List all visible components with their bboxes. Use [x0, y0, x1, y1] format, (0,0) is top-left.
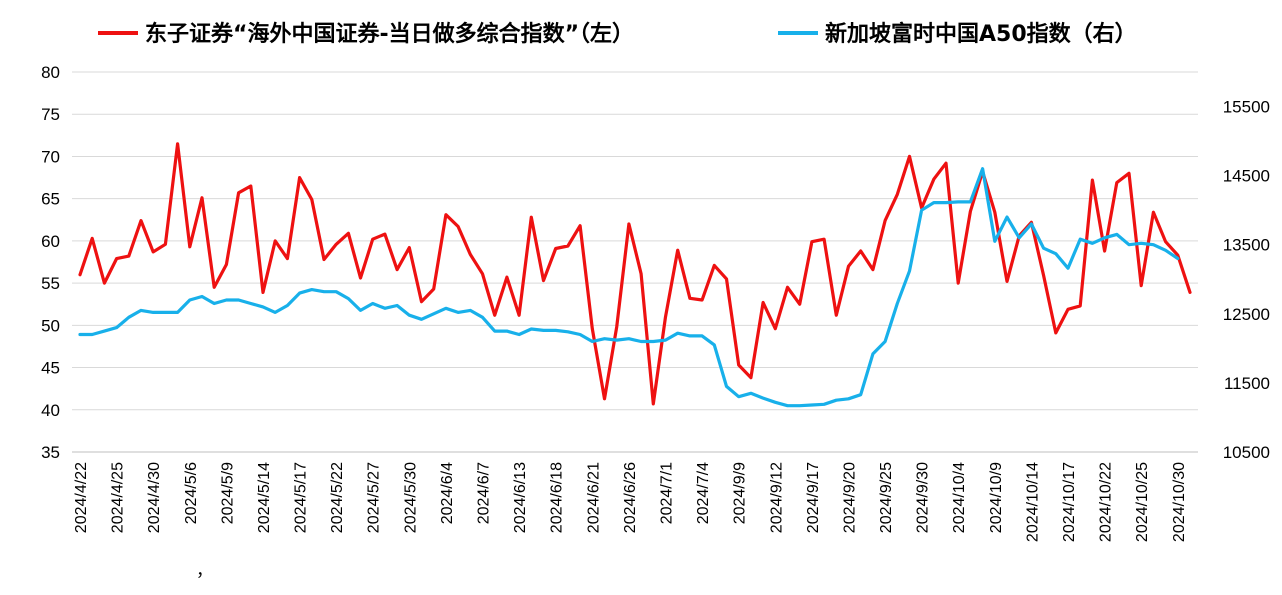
x-tick-label: 2024/9/30: [915, 462, 932, 533]
x-tick-label: 2024/6/13: [512, 462, 529, 533]
legend-label-left-series: 东子证券“海外中国证券-当日做多综合指数”（左）: [145, 21, 634, 47]
x-tick-label: 2024/9/12: [768, 462, 785, 533]
x-tick-label: 2024/5/14: [256, 462, 273, 533]
x-tick-label: 2024/9/17: [805, 462, 822, 533]
right-tick-label: 14500: [1223, 167, 1270, 186]
x-tick-label: 2024/6/4: [439, 462, 456, 524]
x-tick-label: 2024/6/21: [585, 462, 602, 533]
x-tick-label: 2024/5/30: [402, 462, 419, 533]
series-lines: [78, 142, 1192, 408]
right-y-axis: 10500 11500 12500 13500 14500 15500: [1223, 98, 1270, 462]
gridlines: [72, 71, 1198, 453]
x-tick-label: 2024/7/1: [658, 462, 675, 524]
series-line-left: [78, 142, 1192, 406]
x-tick-label: 2024/4/25: [110, 462, 127, 533]
left-y-axis: 35 40 45 50 55 60 65 70 75 80: [41, 63, 60, 462]
x-tick-label: 2024/5/17: [293, 462, 310, 533]
x-tick-label: 2024/9/20: [841, 462, 858, 533]
x-tick-label: 2024/10/22: [1098, 462, 1115, 542]
x-tick-label: 2024/9/25: [878, 462, 895, 533]
left-tick-label: 50: [41, 316, 60, 335]
right-tick-label: 10500: [1223, 443, 1270, 462]
x-tick-label: 2024/6/18: [549, 462, 566, 533]
x-tick-label: 2024/4/30: [146, 462, 163, 533]
legend-item-left-series: 东子证券“海外中国证券-当日做多综合指数”（左）: [98, 21, 634, 47]
legend: 东子证券“海外中国证券-当日做多综合指数”（左） 新加坡富时中国A50指数（右）: [98, 21, 1137, 47]
left-tick-label: 60: [41, 232, 60, 251]
x-tick-label: 2024/10/9: [988, 462, 1005, 533]
x-tick-label: 2024/4/22: [73, 462, 90, 533]
right-tick-label: 12500: [1223, 305, 1270, 324]
left-tick-label: 35: [41, 443, 60, 462]
x-tick-label: 2024/10/25: [1134, 462, 1151, 542]
x-tick-label: 2024/5/6: [183, 462, 200, 524]
right-tick-label: 11500: [1224, 374, 1270, 393]
legend-label-right-series: 新加坡富时中国A50指数（右）: [825, 21, 1137, 47]
left-tick-label: 80: [41, 63, 60, 82]
legend-item-right-series: 新加坡富时中国A50指数（右）: [778, 21, 1137, 47]
x-tick-label: 2024/5/27: [366, 462, 383, 533]
x-tick-label: 2024/9/9: [732, 462, 749, 524]
x-tick-label: 2024/10/30: [1171, 462, 1188, 542]
right-tick-label: 15500: [1223, 98, 1270, 117]
left-tick-label: 65: [41, 190, 60, 209]
x-tick-label: 2024/6/26: [622, 462, 639, 533]
left-tick-label: 40: [41, 401, 60, 420]
x-tick-label: 2024/6/7: [476, 462, 493, 524]
series-line-right: [78, 167, 1180, 408]
x-tick-label: 2024/10/17: [1061, 462, 1078, 542]
x-tick-label: 2024/10/14: [1024, 462, 1041, 542]
x-tick-label: 2024/5/22: [329, 462, 346, 533]
left-tick-label: 55: [41, 274, 60, 293]
left-tick-label: 75: [41, 105, 60, 124]
x-tick-label: 2024/7/4: [695, 462, 712, 524]
x-axis: 2024/4/22 2024/4/25 2024/4/30 2024/5/6 2024/…: [72, 451, 1198, 542]
left-tick-label: 70: [41, 147, 60, 166]
right-tick-label: 13500: [1223, 236, 1270, 255]
left-tick-label: 45: [41, 359, 60, 378]
x-tick-label: 2024/10/4: [951, 462, 968, 533]
stray-mark: ，: [196, 561, 213, 580]
x-tick-label: 2024/5/9: [219, 462, 236, 524]
